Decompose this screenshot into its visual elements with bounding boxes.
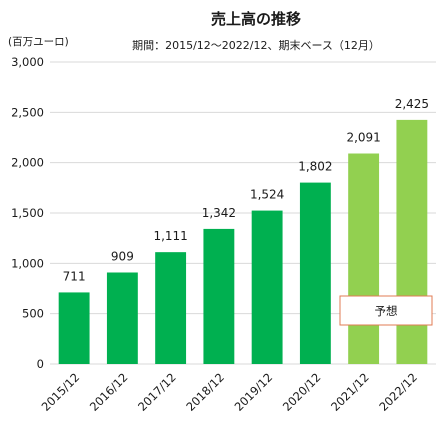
data-label: 1,802 — [298, 160, 332, 174]
x-axis-ticks: 2015/12 2016/12 2017/12 2018/12 2019/12 2020/… — [39, 370, 420, 414]
x-tick-label: 2019/12 — [232, 370, 276, 414]
bar-2017-12 — [155, 252, 187, 364]
y-tick-label: 1,500 — [11, 206, 44, 220]
chart-subtitle: 期間：2015/12～2022/12、期末ベース（12月） — [132, 38, 380, 52]
x-tick-label: 2022/12 — [376, 370, 420, 414]
y-tick-label: 1,000 — [11, 256, 44, 270]
x-tick-label: 2021/12 — [328, 370, 372, 414]
data-label: 1,342 — [202, 206, 236, 220]
bar-2020-12 — [299, 182, 331, 364]
x-tick-label: 2017/12 — [135, 370, 179, 414]
forecast-annotation-label: 予想 — [375, 304, 398, 318]
chart-title: 売上高の推移 — [211, 10, 301, 28]
bar-2016-12 — [106, 272, 138, 364]
x-tick-label: 2015/12 — [39, 370, 83, 414]
data-label: 2,091 — [346, 131, 380, 145]
data-label: 1,524 — [250, 188, 284, 202]
y-axis-ticks: 0 500 1,000 1,500 2,000 2,500 3,000 — [11, 55, 44, 371]
bars — [58, 119, 428, 364]
bar-2015-12 — [58, 292, 90, 364]
bar-2022-12 — [396, 119, 428, 364]
bar-2021-12 — [348, 153, 380, 364]
x-tick-label: 2018/12 — [183, 370, 227, 414]
y-axis-unit-label: (百万ユーロ) — [8, 36, 69, 48]
y-tick-label: 500 — [22, 307, 44, 321]
data-label: 2,425 — [395, 97, 429, 111]
data-label: 909 — [111, 249, 134, 263]
data-labels: 711 909 1,111 1,342 1,524 1,802 2,091 2,425 — [63, 97, 429, 284]
x-tick-label: 2016/12 — [87, 370, 131, 414]
data-label: 711 — [63, 269, 86, 283]
bar-2019-12 — [251, 210, 283, 364]
forecast-annotation: 予想 — [339, 295, 433, 326]
y-tick-label: 2,500 — [11, 105, 44, 119]
data-label: 1,111 — [153, 229, 187, 243]
y-tick-label: 0 — [37, 357, 44, 371]
bar-2018-12 — [203, 228, 235, 364]
forecast-annotation-box — [339, 295, 433, 326]
y-tick-label: 2,000 — [11, 156, 44, 170]
y-tick-label: 3,000 — [11, 55, 44, 69]
x-tick-label: 2020/12 — [280, 370, 324, 414]
